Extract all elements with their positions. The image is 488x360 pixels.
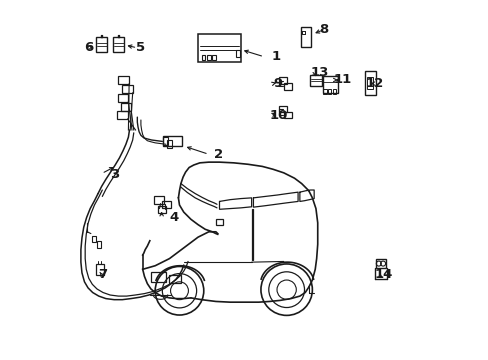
Bar — [154, 196, 164, 203]
Bar — [375, 259, 385, 268]
Text: 10: 10 — [269, 109, 287, 122]
Bar — [366, 77, 373, 89]
Bar — [332, 89, 336, 94]
Bar — [284, 83, 291, 90]
Bar — [279, 106, 286, 112]
Bar — [364, 71, 375, 95]
Bar — [235, 50, 240, 57]
Bar — [96, 37, 107, 53]
Bar — [117, 111, 127, 119]
Text: 5: 5 — [135, 41, 144, 54]
Text: 8: 8 — [319, 23, 328, 36]
Bar — [151, 272, 166, 282]
Bar — [97, 241, 101, 248]
Bar — [118, 76, 129, 84]
Bar — [162, 136, 182, 147]
Bar — [168, 275, 181, 283]
Bar — [284, 112, 291, 118]
Bar — [166, 140, 172, 148]
Bar — [122, 85, 132, 93]
Text: 11: 11 — [333, 73, 351, 86]
Bar — [309, 75, 321, 86]
Text: 2: 2 — [214, 148, 223, 162]
Bar — [121, 103, 131, 111]
Bar — [215, 219, 223, 225]
Bar — [162, 138, 167, 145]
Text: 9: 9 — [272, 77, 282, 90]
Bar — [201, 55, 205, 60]
Bar — [96, 264, 103, 275]
Bar — [206, 55, 210, 60]
Bar — [113, 37, 124, 53]
Text: 14: 14 — [374, 268, 392, 281]
Text: 4: 4 — [169, 211, 179, 224]
Bar — [91, 236, 96, 242]
Text: 1: 1 — [271, 50, 280, 63]
Bar — [212, 55, 216, 60]
Bar — [279, 77, 286, 84]
Bar — [157, 206, 165, 212]
Bar — [162, 201, 171, 207]
Text: 12: 12 — [365, 77, 384, 90]
Bar — [118, 94, 128, 102]
Bar — [198, 33, 241, 62]
Text: 7: 7 — [98, 268, 107, 281]
Bar — [322, 76, 337, 93]
Bar — [323, 89, 326, 94]
Text: 13: 13 — [310, 66, 328, 79]
Bar — [300, 27, 310, 47]
Text: 3: 3 — [110, 168, 120, 181]
Bar — [327, 89, 331, 94]
Text: 6: 6 — [83, 41, 93, 54]
